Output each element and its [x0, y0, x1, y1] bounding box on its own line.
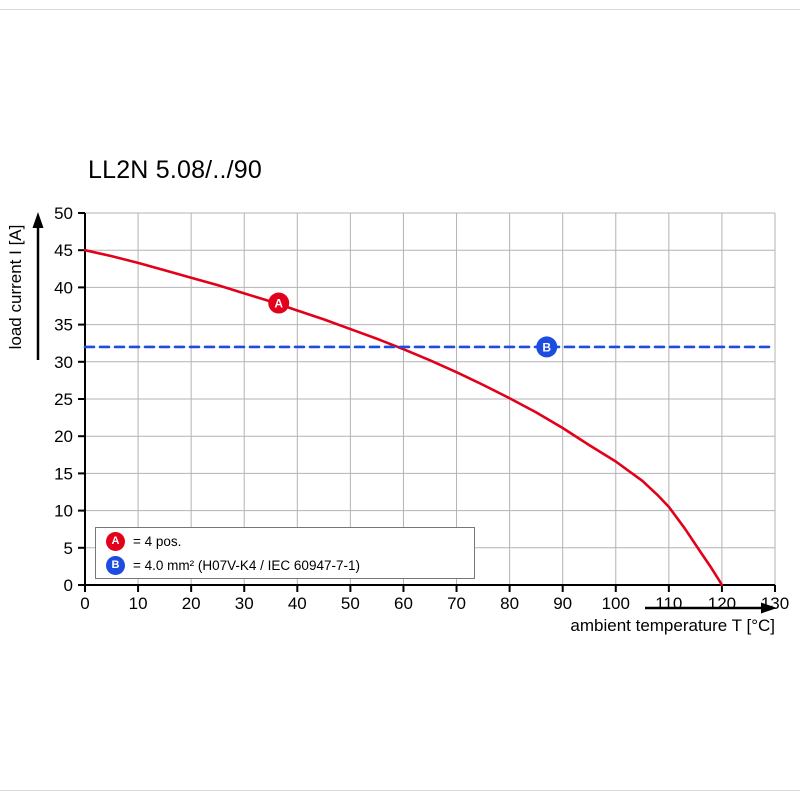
x-tick-label: 110 — [655, 594, 682, 613]
legend-box: A = 4 pos. B = 4.0 mm² (H07V-K4 / IEC 60… — [95, 527, 475, 579]
x-tick-label: 10 — [129, 594, 148, 613]
marker-A — [268, 292, 290, 314]
series-A-curve — [83, 248, 724, 587]
chart-title: LL2N 5.08/../90 — [88, 156, 262, 184]
legend-row-b: B = 4.0 mm² (H07V-K4 / IEC 60947-7-1) — [106, 554, 474, 576]
x-tick-label: 120 — [708, 594, 736, 613]
x-axis-label: ambient temperature T [°C] — [570, 616, 775, 635]
legend-text-b: = 4.0 mm² (H07V-K4 / IEC 60947-7-1) — [133, 557, 360, 573]
y-tick-label: 35 — [54, 316, 73, 335]
legend-marker-b-icon: B — [106, 555, 125, 575]
x-tick-label: 90 — [553, 594, 572, 613]
legend-marker-a-icon: A — [106, 531, 125, 551]
page-bottom-rule — [0, 790, 800, 791]
y-tick-label: 50 — [54, 204, 73, 223]
marker-A-label: A — [274, 297, 283, 311]
y-tick-label: 15 — [54, 464, 73, 483]
x-tick-label: 60 — [394, 594, 413, 613]
y-tick-label: 0 — [64, 576, 73, 595]
y-tick-label: 30 — [54, 353, 73, 372]
x-tick-label: 80 — [500, 594, 519, 613]
page-top-rule — [0, 9, 800, 10]
x-tick-label: 100 — [602, 594, 630, 613]
legend-text-a: = 4 pos. — [133, 533, 182, 549]
y-axis-arrowhead-icon — [32, 212, 44, 228]
x-tick-label: 30 — [235, 594, 254, 613]
legend-row-a: A = 4 pos. — [106, 530, 474, 552]
marker-B-label: B — [542, 340, 551, 354]
x-tick-label: 70 — [447, 594, 466, 613]
x-tick-label: 20 — [182, 594, 201, 613]
x-axis-arrowhead-icon — [761, 602, 777, 614]
marker-B — [536, 336, 558, 358]
x-tick-label: 50 — [341, 594, 360, 613]
y-tick-label: 10 — [54, 502, 73, 521]
y-tick-label: 45 — [54, 241, 73, 260]
y-tick-label: 5 — [64, 539, 73, 558]
x-tick-label: 0 — [80, 594, 89, 613]
y-tick-label: 40 — [54, 278, 73, 297]
y-tick-label: 25 — [54, 390, 73, 409]
y-tick-label: 20 — [54, 427, 73, 446]
x-tick-label: 40 — [288, 594, 307, 613]
